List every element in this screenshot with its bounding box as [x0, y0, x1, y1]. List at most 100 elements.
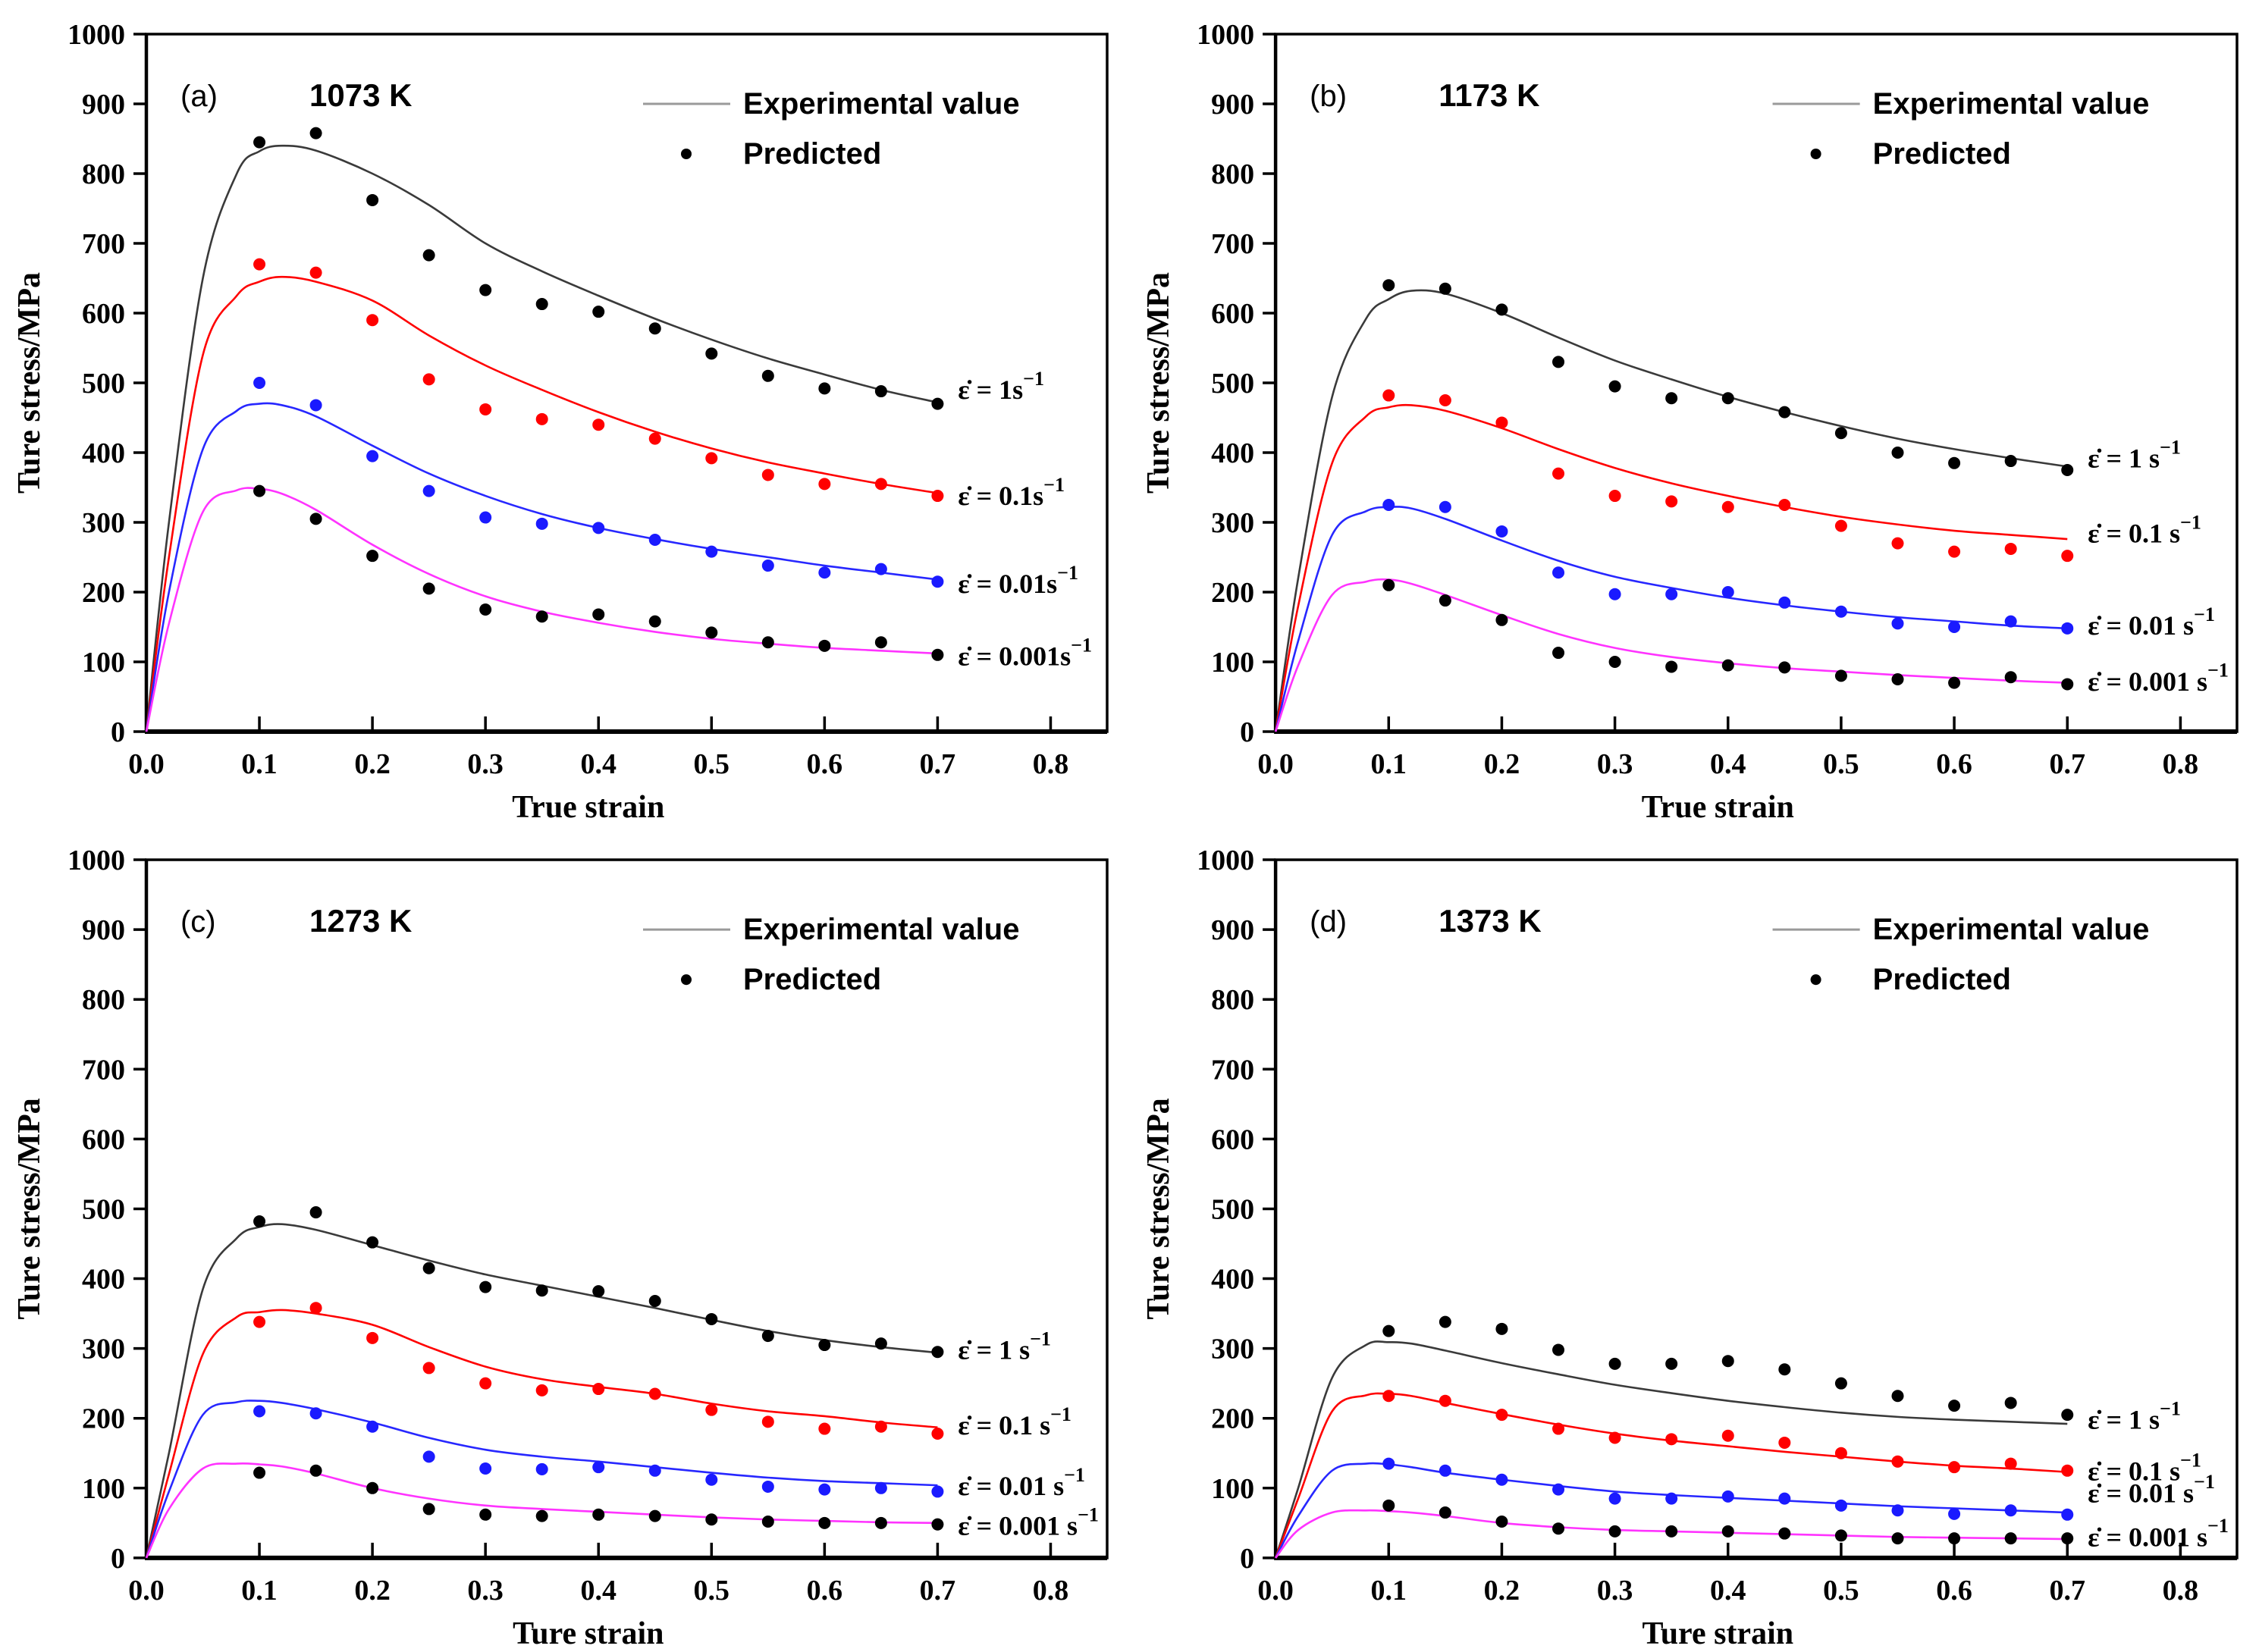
y-tick-label: 1000	[67, 19, 125, 51]
x-tick-label: 0.7	[920, 748, 956, 780]
curve-rate-0.001	[145, 1462, 938, 1559]
dot-rate-0.01	[2061, 1508, 2074, 1521]
legend-dot-label: Predicted	[1873, 137, 2011, 171]
y-tick-label: 900	[1211, 89, 1254, 121]
panel-title: 1373 K	[1439, 903, 1541, 939]
dots-rate-1	[253, 1206, 944, 1359]
dot-rate-0.001	[479, 1508, 492, 1521]
dot-rate-0.001	[705, 626, 718, 639]
dot-rate-0.1	[818, 478, 831, 491]
y-tick-label: 100	[1211, 1473, 1254, 1505]
axes-box	[1274, 858, 2239, 1560]
x-tick-label: 0.3	[1597, 748, 1633, 780]
x-tick-label: 0.6	[1936, 1575, 1972, 1607]
dot-rate-0.1	[422, 373, 435, 386]
dot-rate-1	[1552, 1343, 1565, 1356]
dot-rate-0.001	[366, 1481, 379, 1494]
panel-d-svg: 0.0 0.1 0.2 0.3 0.4 0.5 0.6 0.7 0.8 0 100 200 300 400…	[1141, 845, 2239, 1651]
dot-rate-0.01	[1834, 605, 1847, 618]
curve-rate-0.1	[145, 275, 938, 732]
dot-rate-0.1	[1439, 1394, 1451, 1407]
panel-a-svg: 0.0 0.1 0.2 0.3 0.4 0.5 0.6 0.7 0.8 0 100 200 300 400…	[12, 19, 1109, 825]
dot-rate-0.001	[2061, 1532, 2074, 1545]
x-tick-label: 0.8	[1033, 748, 1069, 780]
dot-rate-0.01	[592, 522, 605, 534]
dot-rate-0.1	[1834, 1447, 1847, 1459]
dot-rate-0.001	[1665, 1525, 1678, 1538]
dot-rate-0.1	[931, 490, 944, 503]
x-tick-label: 0.6	[807, 1575, 842, 1607]
dot-rate-0.01	[253, 377, 266, 389]
x-tick-label: 0.3	[467, 1575, 503, 1607]
dot-rate-0.01	[422, 484, 435, 497]
panel-letter: (a)	[180, 80, 218, 113]
x-tick-label: 0.5	[1823, 748, 1859, 780]
y-tick-label: 500	[82, 368, 125, 400]
dot-rate-0.001	[2004, 1532, 2017, 1545]
y-tick-label: 400	[1211, 437, 1254, 469]
curve-rate-0.001	[1275, 1509, 2068, 1559]
dot-rate-0.001	[1495, 613, 1508, 626]
dot-rate-0.001	[422, 582, 435, 595]
dot-rate-0.001	[1439, 594, 1451, 607]
dot-rate-0.01	[535, 1462, 548, 1475]
rate-label-rate-0.1: ε̇ = 0.1 s−1	[2088, 512, 2201, 549]
dot-rate-1	[874, 385, 887, 398]
dots-rate-0.1	[1382, 389, 2074, 563]
x-tick-label: 0.0	[128, 748, 165, 780]
dot-rate-1	[818, 382, 831, 395]
dot-rate-0.001	[592, 608, 605, 621]
dot-rate-0.01	[535, 517, 548, 530]
dot-rate-0.1	[1608, 490, 1621, 503]
y-tick-label: 800	[1211, 158, 1254, 190]
dot-rate-0.1	[648, 432, 661, 445]
dot-rate-0.01	[931, 1485, 944, 1498]
dot-rate-1	[1382, 1324, 1395, 1337]
dot-rate-0.01	[1495, 525, 1508, 538]
dot-rate-0.001	[1834, 1529, 1847, 1542]
dot-rate-0.1	[592, 418, 605, 431]
dot-rate-0.1	[1608, 1431, 1621, 1444]
dot-rate-0.01	[648, 1464, 661, 1477]
dot-rate-0.1	[253, 1315, 266, 1328]
y-tick-label: 300	[82, 1334, 125, 1365]
dot-rate-1	[931, 1346, 944, 1359]
dot-rate-0.001	[1665, 660, 1678, 673]
legend-dot-label: Predicted	[1873, 963, 2011, 996]
dot-rate-1	[1495, 1322, 1508, 1335]
dot-rate-0.001	[1495, 1515, 1508, 1528]
panel-letter: (d)	[1310, 905, 1347, 939]
dots-rate-0.01	[1382, 499, 2074, 635]
y-tick-label: 900	[1211, 914, 1254, 946]
dot-rate-0.001	[818, 639, 831, 652]
y-tick-label: 0	[111, 1543, 125, 1575]
axes-box	[145, 858, 1109, 1560]
dot-rate-0.001	[253, 1466, 266, 1479]
panel-a: 0.0 0.1 0.2 0.3 0.4 0.5 0.6 0.7 0.8 0 100 200 300 400…	[0, 0, 1129, 826]
dot-rate-1	[705, 347, 718, 360]
dot-rate-0.1	[535, 412, 548, 425]
dot-rate-0.1	[818, 1422, 831, 1435]
dot-rate-0.001	[761, 1515, 774, 1528]
x-tick-label: 0.3	[1597, 1575, 1633, 1607]
x-tick-label: 0.2	[1484, 1575, 1520, 1607]
dot-rate-1	[1382, 279, 1395, 292]
dot-rate-0.1	[874, 478, 887, 491]
dot-rate-0.01	[422, 1450, 435, 1463]
dot-rate-0.1	[1721, 500, 1734, 513]
y-tick-label: 1000	[1197, 845, 1254, 876]
legend-line-label: Experimental value	[1873, 87, 2150, 121]
dots-rate-1	[1382, 1315, 2074, 1422]
x-tick-label: 0.5	[694, 748, 730, 780]
panel-title: 1073 K	[309, 77, 412, 113]
dot-rate-1	[1721, 392, 1734, 405]
y-tick-label: 400	[82, 437, 125, 469]
dot-rate-0.001	[309, 513, 322, 525]
dot-rate-0.01	[592, 1461, 605, 1474]
dot-rate-1	[479, 284, 492, 296]
x-tick-label: 0.7	[2049, 748, 2085, 780]
dot-rate-0.1	[1382, 389, 1395, 402]
y-tick-label: 700	[82, 228, 125, 260]
dot-rate-0.1	[366, 1331, 379, 1344]
dot-rate-0.01	[1382, 1457, 1395, 1470]
